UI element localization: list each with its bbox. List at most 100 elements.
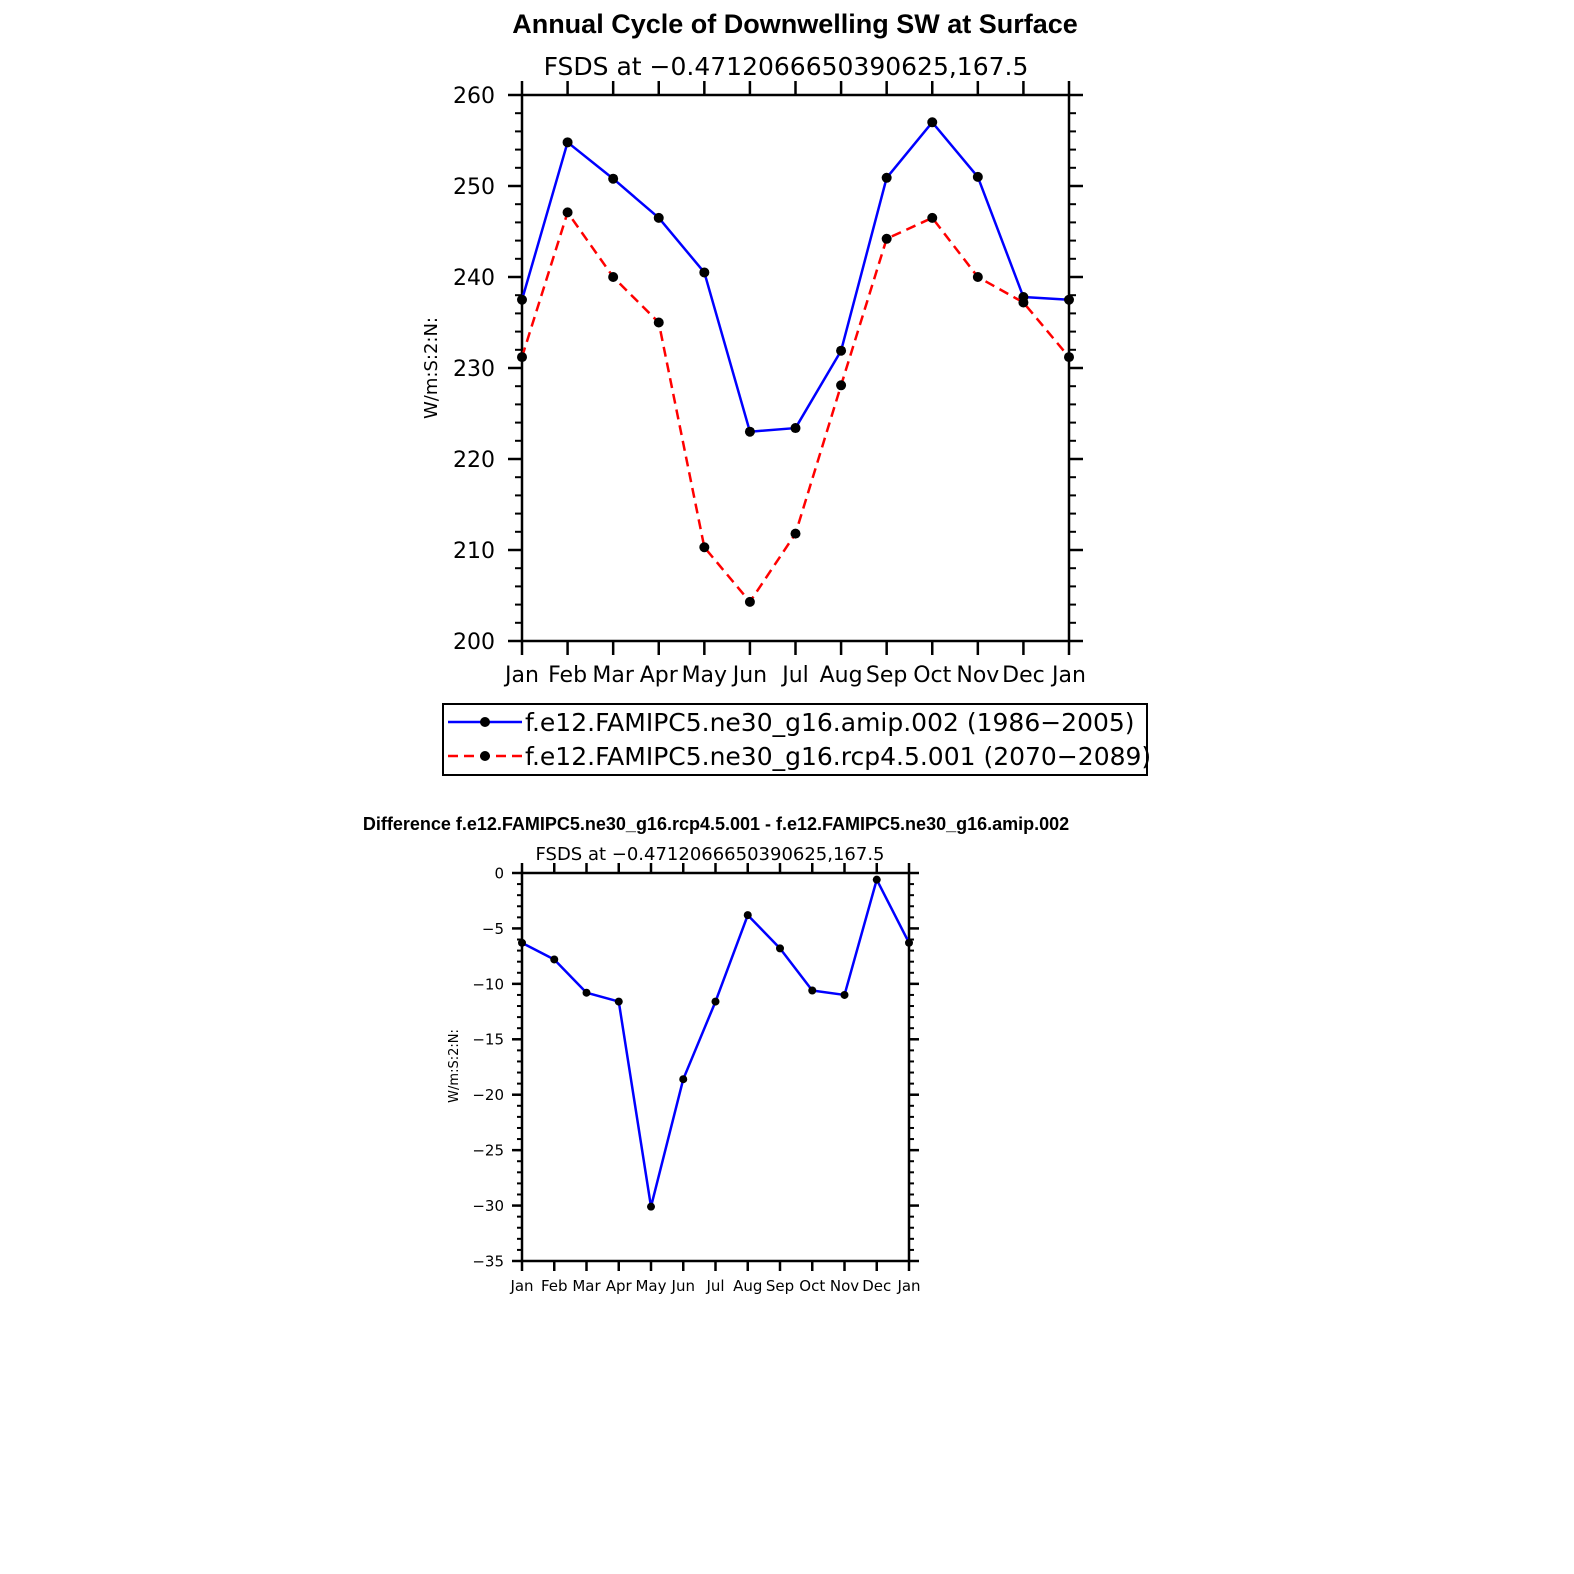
data-point xyxy=(711,997,720,1006)
data-point xyxy=(562,207,573,218)
y-tick-label: 250 xyxy=(453,175,495,200)
x-tick-label: Apr xyxy=(640,663,679,688)
y-tick-label: 0 xyxy=(494,864,504,882)
data-point xyxy=(927,117,938,128)
data-point xyxy=(1018,297,1029,308)
data-point xyxy=(744,426,755,437)
data-point xyxy=(517,294,527,305)
data-point xyxy=(972,272,983,282)
x-tick-label: Apr xyxy=(606,1277,633,1295)
y-tick-label: 210 xyxy=(453,539,495,564)
legend-marker-amip xyxy=(480,717,490,727)
chart-subtitle: FSDS at −0.4712066650390625,167.5 xyxy=(544,52,1029,81)
data-point xyxy=(582,988,591,997)
x-tick-label: Dec xyxy=(1002,663,1045,688)
annual-cycle-chart: Annual Cycle of Downwelling SW at Surfac… xyxy=(421,9,1086,688)
y-tick-label: −5 xyxy=(482,920,504,938)
data-point xyxy=(872,875,881,884)
difference-chart: Difference f.e12.FAMIPC5.ne30_g16.rcp4.5… xyxy=(363,814,1069,1295)
x-tick-label: Jul xyxy=(705,1277,724,1295)
data-point xyxy=(881,172,892,183)
x-tick-label: Sep xyxy=(866,663,907,688)
x-tick-label: Oct xyxy=(913,663,951,688)
legend-marker-rcp xyxy=(480,751,490,761)
plot-border xyxy=(520,871,911,1263)
x-tick-label: Sep xyxy=(766,1277,794,1295)
data-point xyxy=(518,938,526,947)
x-tick-label: Jan xyxy=(503,663,539,688)
y-tick-label: −30 xyxy=(472,1197,504,1215)
x-tick-label: Jan xyxy=(896,1277,920,1295)
x-tick-label: Mar xyxy=(592,663,634,688)
data-point xyxy=(517,352,527,363)
y-tick-label: −15 xyxy=(472,1031,504,1049)
series-layer xyxy=(517,117,1074,607)
data-point xyxy=(881,233,892,244)
data-point xyxy=(608,173,619,184)
x-tick-label: Jan xyxy=(509,1277,533,1295)
data-point xyxy=(608,272,619,282)
legend-box xyxy=(442,703,1148,776)
y-tick-label: 230 xyxy=(453,357,495,382)
data-point xyxy=(790,423,801,434)
data-point xyxy=(840,990,849,999)
data-point xyxy=(562,137,573,148)
plot-frame: Jan Feb Mar Apr May Jun Jul Aug Sep Oct Nov Dec Jan 0… xyxy=(472,863,921,1295)
x-tick-label: Jun xyxy=(671,1277,695,1295)
y-tick-label: 240 xyxy=(453,266,495,291)
data-point xyxy=(808,986,817,995)
series-layer xyxy=(518,875,913,1211)
x-tick-label: Jul xyxy=(780,663,809,688)
x-tick-label: May xyxy=(682,663,727,688)
data-point xyxy=(744,596,755,607)
data-point xyxy=(836,380,847,391)
data-point xyxy=(699,542,710,553)
y-tick-label: −20 xyxy=(472,1086,504,1104)
legend-label-rcp: f.e12.FAMIPC5.ne30_g16.rcp4.5.001 (2070−… xyxy=(525,742,1151,771)
x-tick-label: Jan xyxy=(1050,663,1086,688)
x-tick-label: Aug xyxy=(733,1277,762,1295)
data-point xyxy=(653,317,664,328)
data-point xyxy=(905,938,913,947)
y-tick-label: 200 xyxy=(453,630,495,655)
data-point xyxy=(699,267,710,278)
series-line-0 xyxy=(520,121,1070,433)
data-point xyxy=(653,212,664,223)
data-point xyxy=(927,212,938,223)
data-point xyxy=(679,1075,688,1084)
y-tick-label: −10 xyxy=(472,975,504,993)
x-tick-label: Jun xyxy=(731,663,767,688)
x-tick-label: Mar xyxy=(572,1277,601,1295)
x-tick-label: Feb xyxy=(548,663,587,688)
data-point xyxy=(743,911,752,920)
data-point xyxy=(1064,352,1074,363)
legend: f.e12.FAMIPC5.ne30_g16.amip.002 (1986−20… xyxy=(442,703,1151,776)
data-point xyxy=(790,528,801,539)
data-point xyxy=(972,171,983,182)
x-tick-label: Feb xyxy=(541,1277,568,1295)
plot-border xyxy=(520,93,1071,643)
data-point xyxy=(550,955,559,964)
x-tick-label: Nov xyxy=(830,1277,859,1295)
y-tick-label: 260 xyxy=(453,84,495,109)
x-tick-label: May xyxy=(635,1277,666,1295)
chart-title: Annual Cycle of Downwelling SW at Surfac… xyxy=(512,9,1078,39)
data-point xyxy=(614,997,623,1006)
series-line-1 xyxy=(520,211,1070,604)
x-tick-label: Aug xyxy=(820,663,863,688)
y-tick-label: −35 xyxy=(472,1252,504,1270)
series-line-0 xyxy=(521,878,911,1208)
data-point xyxy=(776,944,784,953)
plot-frame: Jan Feb Mar Apr May Jun Jul Aug Sep Oct Nov Dec Jan2… xyxy=(453,81,1086,688)
y-axis-label: W/m:S:2:N: xyxy=(447,1029,462,1103)
chart-subtitle: FSDS at −0.4712066650390625,167.5 xyxy=(535,844,884,865)
y-tick-label: −25 xyxy=(472,1142,504,1160)
data-point xyxy=(836,345,847,356)
chart-title: Difference f.e12.FAMIPC5.ne30_g16.rcp4.5… xyxy=(363,814,1069,834)
data-point xyxy=(1064,294,1074,305)
data-point xyxy=(647,1202,655,1211)
y-axis-label: W/m:S:2:N: xyxy=(421,317,442,419)
x-tick-label: Nov xyxy=(956,663,999,688)
x-tick-label: Oct xyxy=(799,1277,825,1295)
